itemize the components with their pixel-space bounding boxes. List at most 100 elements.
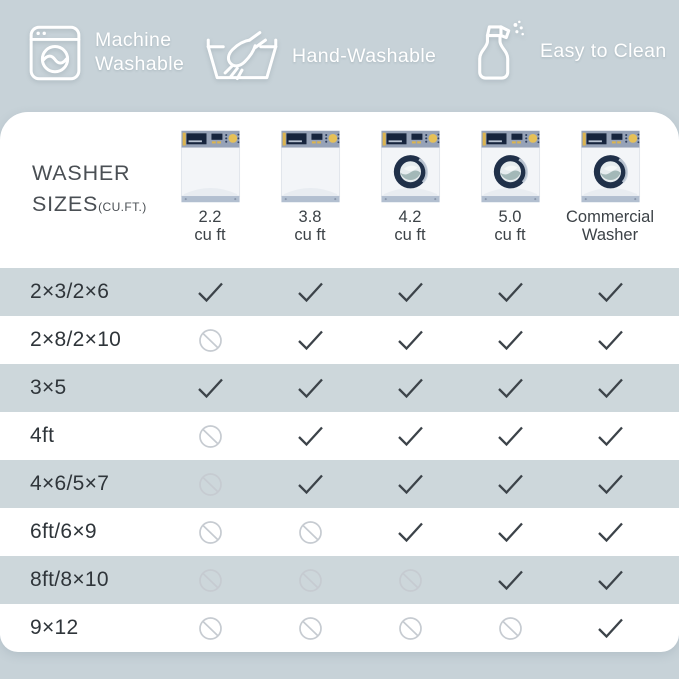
fits-cell — [360, 328, 460, 353]
check-icon — [597, 378, 623, 398]
rug-size-label: 4ft — [30, 424, 55, 447]
washer-column: 4.2 cu ft — [360, 112, 460, 245]
fits-cell — [460, 376, 560, 401]
check-icon — [397, 522, 423, 542]
check-icon — [297, 330, 323, 350]
check-icon — [397, 378, 423, 398]
size-rows: 2×3/2×6 2×8/2×10 3×5 — [0, 268, 679, 652]
not-suitable-cell — [160, 327, 260, 354]
washer-door — [493, 155, 528, 189]
fits-cell — [360, 376, 460, 401]
not-allowed-icon — [298, 520, 322, 544]
not-suitable-cell — [160, 519, 260, 546]
check-icon — [497, 426, 523, 446]
not-suitable-cell — [260, 615, 360, 642]
corner-line2: SIZES — [32, 191, 99, 216]
feature-label: Machine Washable — [95, 29, 185, 75]
not-allowed-icon — [398, 616, 422, 640]
rug-size-label: 6ft/6×9 — [30, 520, 97, 543]
washer-size-caption: 2.2 cu ft — [194, 208, 226, 245]
feature-label: Hand-Washable — [292, 45, 437, 68]
fits-cell — [360, 472, 460, 497]
fits-cell — [460, 472, 560, 497]
fits-cell — [560, 376, 660, 401]
check-icon — [597, 570, 623, 590]
rug-size-label: 4×6/5×7 — [30, 472, 110, 495]
not-suitable-cell — [160, 567, 260, 594]
table-row: 9×12 — [0, 604, 679, 652]
check-icon — [497, 378, 523, 398]
check-icon — [397, 282, 423, 302]
check-icon — [597, 426, 623, 446]
washer-illustration — [280, 130, 340, 203]
not-allowed-icon — [198, 616, 222, 640]
table-row: 2×3/2×6 — [0, 268, 679, 316]
not-suitable-cell — [260, 519, 360, 546]
washer-column: 5.0 cu ft — [460, 112, 560, 245]
check-icon — [197, 282, 223, 302]
check-icon — [597, 618, 623, 638]
not-suitable-cell — [460, 615, 560, 642]
table-header: WASHER SIZES(CU.FT.) — [0, 112, 679, 268]
feature-hand-washable: Hand-Washable — [204, 27, 436, 87]
rug-size-label: 8ft/8×10 — [30, 568, 109, 591]
washer-column: Commercial Washer — [560, 112, 660, 245]
washer-size-caption: 3.8 cu ft — [294, 208, 326, 245]
features-bar: Machine Washable Hand-Washable — [0, 0, 679, 112]
check-icon — [497, 570, 523, 590]
check-icon — [597, 474, 623, 494]
check-icon — [297, 282, 323, 302]
fits-cell — [560, 328, 660, 353]
table-row: 2×8/2×10 — [0, 316, 679, 364]
washer-illustration — [480, 130, 540, 203]
corner-subscript: (CU.FT.) — [98, 199, 147, 214]
washer-door — [593, 155, 628, 189]
washer-size-caption: Commercial Washer — [565, 208, 654, 245]
washer-illustration — [180, 130, 240, 203]
not-suitable-cell — [360, 615, 460, 642]
check-icon — [597, 330, 623, 350]
table-row: 3×5 — [0, 364, 679, 412]
fits-cell — [460, 520, 560, 545]
fits-cell — [360, 424, 460, 449]
washer-columns: 2.2 cu ft 3.8 cu ft — [160, 112, 660, 245]
check-icon — [597, 282, 623, 302]
not-allowed-icon — [298, 568, 322, 592]
fits-cell — [460, 568, 560, 593]
check-icon — [497, 474, 523, 494]
fits-cell — [260, 376, 360, 401]
not-allowed-icon — [198, 472, 222, 496]
fits-cell — [260, 328, 360, 353]
feature-easy-to-clean: Easy to Clean — [472, 20, 667, 84]
fits-cell — [560, 280, 660, 305]
not-suitable-cell — [260, 567, 360, 594]
check-icon — [397, 474, 423, 494]
check-icon — [297, 426, 323, 446]
washer-size-caption: 5.0 cu ft — [494, 208, 526, 245]
washer-column: 2.2 cu ft — [160, 112, 260, 245]
fits-cell — [560, 424, 660, 449]
fits-cell — [460, 328, 560, 353]
fits-cell — [360, 520, 460, 545]
fits-cell — [460, 280, 560, 305]
check-icon — [197, 378, 223, 398]
rug-size-label: 2×3/2×6 — [30, 280, 110, 303]
rug-size-label: 2×8/2×10 — [30, 328, 122, 351]
washer-column: 3.8 cu ft — [260, 112, 360, 245]
not-suitable-cell — [160, 471, 260, 498]
check-icon — [597, 522, 623, 542]
table-row: 6ft/6×9 — [0, 508, 679, 556]
check-icon — [397, 426, 423, 446]
washer-illustration — [380, 130, 440, 203]
washer-illustration — [580, 130, 640, 203]
fits-cell — [160, 280, 260, 305]
not-allowed-icon — [298, 616, 322, 640]
fits-cell — [560, 568, 660, 593]
check-icon — [497, 522, 523, 542]
fits-cell — [260, 424, 360, 449]
check-icon — [297, 378, 323, 398]
washer-door — [393, 155, 428, 189]
table-corner-title: WASHER SIZES(CU.FT.) — [32, 158, 147, 219]
fits-cell — [160, 376, 260, 401]
